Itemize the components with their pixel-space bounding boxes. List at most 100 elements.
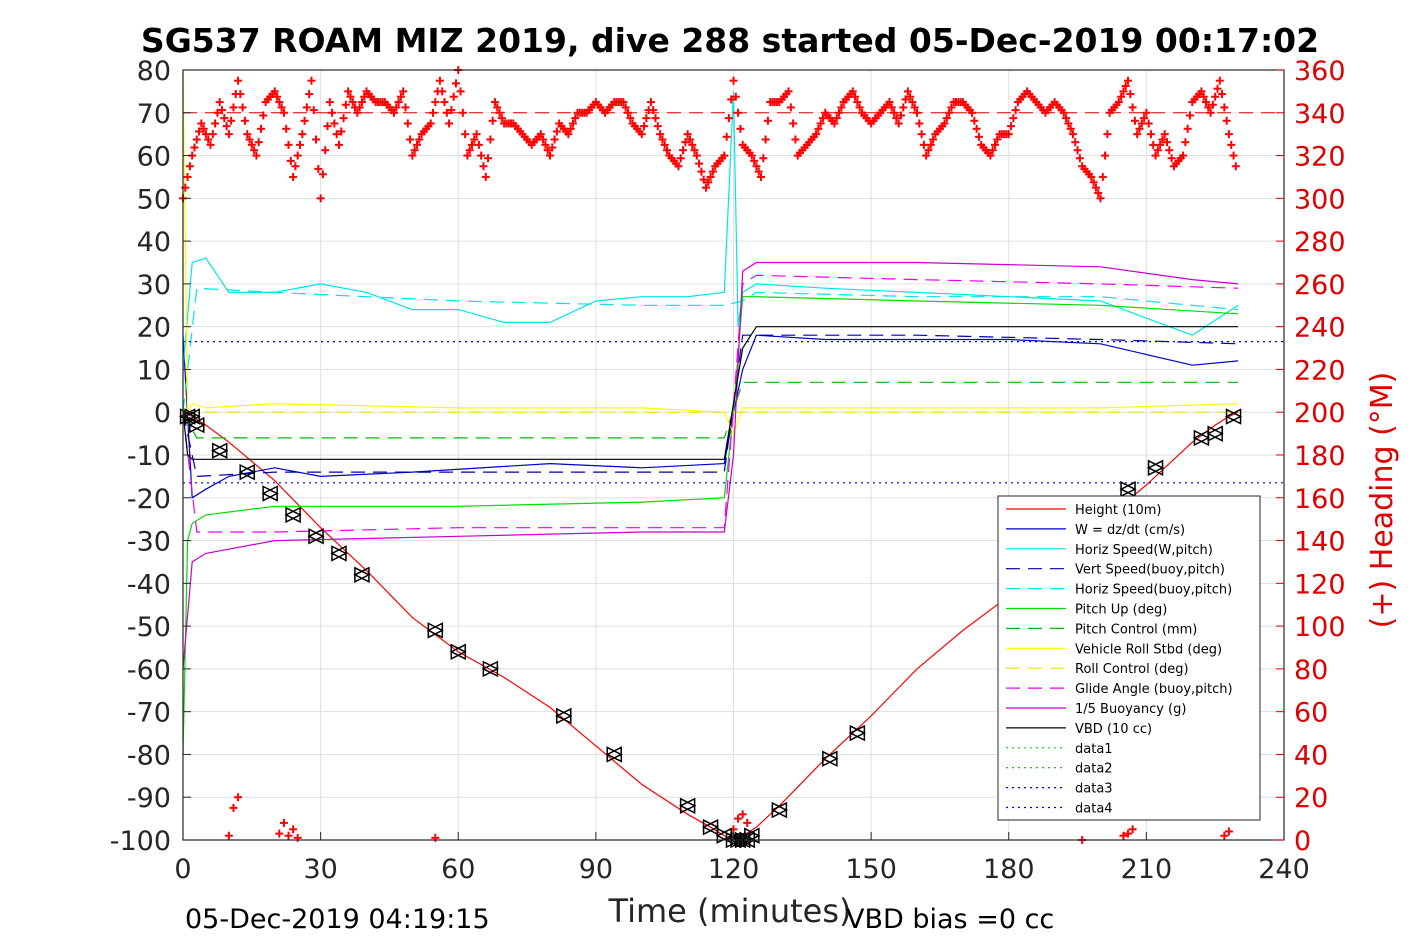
heading-point: [401, 103, 410, 112]
heading-point: [390, 108, 399, 117]
heading-point: [477, 151, 486, 160]
heading-point: [550, 135, 559, 144]
right-tick-label: 220: [1294, 355, 1346, 386]
heading-point: [816, 119, 825, 128]
legend-entry: Height (10m): [1006, 503, 1161, 518]
heading-point: [1124, 76, 1133, 85]
heading-point: [543, 146, 552, 155]
heading-point: [1101, 151, 1110, 160]
x-tick-label: 240: [1258, 854, 1310, 885]
heading-point: [392, 103, 401, 112]
heading-point: [731, 92, 740, 101]
heading-point: [1183, 124, 1192, 133]
heading-point: [640, 122, 649, 131]
heading-point: [789, 119, 798, 128]
heading-point: [316, 194, 325, 203]
heading-point: [337, 127, 346, 136]
legend-entry: data3: [1006, 782, 1113, 797]
heading-point: [1117, 92, 1126, 101]
heading-point: [1064, 119, 1073, 128]
series-line-7: [182, 69, 1239, 436]
heading-point: [910, 103, 919, 112]
right-axis-ticks: 3603403203002802602402202001801601401201…: [1276, 56, 1346, 857]
heading-point: [1142, 108, 1151, 117]
heading-point: [692, 151, 701, 160]
series-line-10: [182, 261, 1239, 669]
heading-point: [256, 124, 265, 133]
heading-point: [1199, 92, 1208, 101]
legend-label: data2: [1075, 762, 1113, 777]
heading-point: [1202, 98, 1211, 107]
left-tick-label: 70: [137, 99, 171, 130]
left-tick-label: 20: [137, 313, 171, 344]
heading-point: [701, 183, 710, 192]
heading-point: [681, 138, 690, 147]
right-axis-label: (+) Heading (°M): [1365, 372, 1400, 629]
heading-point: [1151, 151, 1160, 160]
heading-point: [722, 132, 731, 141]
legend: Height (10m) W = dz/dt (cm/s) Horiz Speed(…: [997, 495, 1261, 821]
heading-point: [472, 130, 481, 139]
sample-marker: [449, 643, 467, 660]
footer-timestamp: 05-Dec-2019 04:19:15: [185, 904, 490, 935]
heading-point: [334, 140, 343, 149]
heading-point: [1128, 103, 1137, 112]
left-tick-label: 10: [137, 355, 171, 386]
right-tick-label: 280: [1294, 227, 1346, 258]
heading-point: [1222, 116, 1231, 125]
heading-point: [1229, 151, 1238, 160]
heading-point: [282, 124, 291, 133]
legend-label: Roll Control (deg): [1075, 662, 1189, 677]
heading-point: [451, 79, 460, 88]
legend-entry: 1/5 Buoyancy (g): [1006, 702, 1186, 717]
heading-point: [234, 76, 243, 85]
heading-point: [662, 146, 671, 155]
legend-entry: Roll Control (deg): [1006, 662, 1189, 677]
heading-point: [924, 146, 933, 155]
legend-label: Vert Speed(buoy,pitch): [1075, 563, 1225, 578]
heading-point: [913, 108, 921, 117]
heading-point: [215, 98, 224, 107]
legend-label: data3: [1075, 782, 1113, 797]
heading-point: [289, 825, 298, 834]
heading-point: [341, 100, 350, 109]
right-tick-label: 20: [1294, 783, 1328, 814]
heading-point: [240, 116, 249, 125]
legend-label: data4: [1075, 802, 1113, 817]
heading-point: [708, 167, 717, 176]
heading-point: [328, 108, 337, 117]
heading-point: [887, 103, 896, 112]
heading-point: [1114, 98, 1123, 107]
heading-point: [1218, 90, 1227, 99]
right-tick-label: 200: [1294, 398, 1346, 429]
heading-point: [394, 98, 403, 107]
heading-point: [1126, 90, 1135, 99]
heading-point: [646, 98, 655, 107]
heading-point: [497, 114, 506, 123]
chart-title: SG537 ROAM MIZ 2019, dive 288 started 05…: [141, 21, 1319, 60]
heading-point: [1011, 106, 1020, 115]
heading-point: [945, 108, 954, 117]
legend-label: Pitch Up (deg): [1075, 603, 1167, 618]
heading-point: [201, 130, 210, 139]
heading-point: [1121, 82, 1130, 91]
heading-point: [1089, 178, 1098, 187]
heading-point: [415, 135, 424, 144]
heading-point: [429, 108, 438, 117]
heading-point: [890, 108, 899, 117]
heading-point: [1206, 108, 1215, 117]
heading-point: [851, 92, 860, 101]
heading-point: [250, 146, 259, 155]
heading-point: [908, 98, 917, 107]
heading-point: [270, 87, 279, 96]
heading-point: [252, 151, 261, 160]
heading-point: [1007, 122, 1016, 131]
heading-point: [906, 92, 915, 101]
heading-point: [259, 111, 268, 120]
heading-point: [743, 818, 752, 827]
heading-point: [442, 108, 451, 117]
sample-marker: [1146, 459, 1165, 477]
left-tick-label: -60: [127, 655, 171, 686]
heading-point: [1128, 825, 1137, 834]
heading-point: [220, 114, 229, 123]
